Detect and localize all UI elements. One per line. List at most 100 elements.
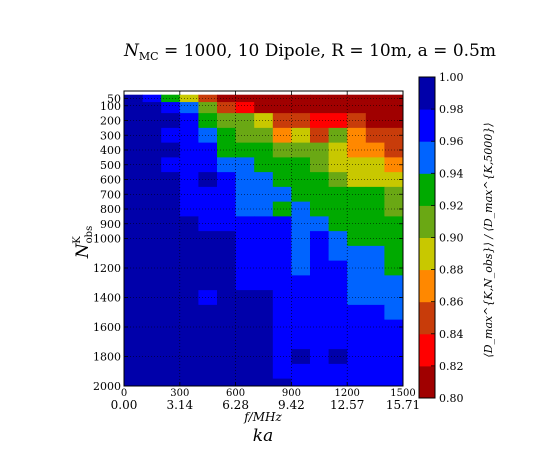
heat-cell bbox=[235, 102, 255, 114]
heat-cell bbox=[124, 304, 143, 321]
heat-cell bbox=[254, 172, 274, 188]
heat-cell bbox=[254, 127, 274, 144]
x-tick-label-secondary: 0.00 bbox=[111, 398, 138, 412]
heat-cell bbox=[272, 260, 292, 276]
heat-cell bbox=[291, 319, 311, 335]
heat-cell bbox=[365, 201, 385, 217]
y-tick-label: 500 bbox=[100, 159, 121, 172]
heat-cell bbox=[365, 245, 385, 262]
heat-cell bbox=[365, 290, 385, 306]
heat-cell bbox=[328, 201, 348, 217]
heat-cell bbox=[347, 201, 367, 217]
colorbar-tick-label: 0.96 bbox=[439, 135, 464, 148]
heat-cell bbox=[365, 304, 385, 321]
heat-cell bbox=[384, 319, 404, 335]
heat-cell bbox=[254, 216, 274, 232]
colorbar-band bbox=[419, 365, 435, 399]
heat-cell bbox=[384, 290, 404, 306]
heat-cell bbox=[161, 349, 181, 365]
heat-cell bbox=[254, 290, 274, 306]
heat-cell bbox=[254, 304, 274, 321]
heat-cell bbox=[142, 201, 162, 217]
heat-cell bbox=[365, 378, 385, 387]
colorbar-tick-label: 0.80 bbox=[439, 392, 464, 405]
heat-cell bbox=[235, 94, 255, 103]
heat-cell bbox=[384, 201, 404, 217]
y-tick-label: 1800 bbox=[93, 351, 121, 364]
heat-cell bbox=[328, 349, 348, 365]
heat-cell bbox=[235, 349, 255, 365]
heat-cell bbox=[291, 363, 311, 380]
colorbar-band bbox=[419, 141, 435, 174]
heat-cell bbox=[179, 102, 199, 114]
heat-cell bbox=[124, 378, 143, 387]
heat-cell bbox=[179, 172, 199, 188]
heat-cell bbox=[217, 334, 236, 350]
heat-cell bbox=[347, 319, 367, 335]
colorbar-label: ⟨D_max^{K,N_obs}⟩ / ⟨D_max^{K,5000}⟩ bbox=[482, 122, 495, 357]
heat-cell bbox=[272, 157, 292, 173]
heat-cell bbox=[328, 172, 348, 188]
heat-cell bbox=[384, 334, 404, 350]
heat-cell bbox=[198, 102, 218, 114]
heat-cell bbox=[384, 378, 404, 387]
heat-cell bbox=[347, 157, 367, 173]
heat-cell bbox=[161, 334, 181, 350]
heat-cell bbox=[254, 142, 274, 158]
heat-cell bbox=[384, 113, 404, 129]
colorbar-tick-label: 0.90 bbox=[439, 232, 464, 245]
heat-cell bbox=[328, 231, 348, 247]
heat-cell bbox=[198, 245, 218, 262]
heat-cell bbox=[142, 94, 162, 103]
heat-cell bbox=[161, 113, 181, 129]
y-tick-label: 700 bbox=[100, 188, 121, 201]
heat-cell bbox=[384, 304, 404, 321]
heat-cell bbox=[291, 231, 311, 247]
heat-cell bbox=[161, 186, 181, 203]
heat-cell bbox=[161, 319, 181, 335]
heat-cell bbox=[217, 363, 236, 380]
heat-cell bbox=[217, 304, 236, 321]
x-tick-label-secondary: 6.28 bbox=[222, 398, 249, 412]
heat-cell bbox=[347, 275, 367, 291]
colorbar-band bbox=[419, 77, 435, 110]
heat-cell bbox=[198, 363, 218, 380]
x-tick-label: 1500 bbox=[390, 388, 415, 399]
heat-cell bbox=[291, 102, 311, 114]
heat-cell bbox=[179, 201, 199, 217]
heat-cell bbox=[384, 275, 404, 291]
heat-cell bbox=[291, 290, 311, 306]
heat-cell bbox=[347, 334, 367, 350]
heat-cell bbox=[235, 245, 255, 262]
heat-cell bbox=[254, 231, 274, 247]
heat-cell bbox=[142, 319, 162, 335]
heat-cell bbox=[235, 304, 255, 321]
heat-cell bbox=[328, 157, 348, 173]
heat-cell bbox=[254, 378, 274, 387]
heat-cell bbox=[198, 216, 218, 232]
heat-cell bbox=[124, 102, 143, 114]
heat-cell bbox=[142, 378, 162, 387]
x-tick-label: 300 bbox=[170, 388, 189, 399]
heat-cell bbox=[328, 275, 348, 291]
heat-cell bbox=[161, 378, 181, 387]
heat-cell bbox=[347, 172, 367, 188]
heat-cell bbox=[254, 102, 274, 114]
x-tick-label-secondary: 3.14 bbox=[166, 398, 193, 412]
heat-cell bbox=[142, 245, 162, 262]
heat-cell bbox=[365, 102, 385, 114]
heat-cell bbox=[179, 363, 199, 380]
heat-cell bbox=[142, 102, 162, 114]
heat-cell bbox=[365, 172, 385, 188]
y-tick-label: 800 bbox=[100, 203, 121, 216]
heat-cell bbox=[272, 201, 292, 217]
heat-cell bbox=[365, 127, 385, 144]
heat-cell bbox=[347, 363, 367, 380]
heat-cell bbox=[254, 113, 274, 129]
heat-cell bbox=[384, 186, 404, 203]
heat-cell bbox=[161, 94, 181, 103]
heat-cell bbox=[347, 113, 367, 129]
heat-cell bbox=[198, 201, 218, 217]
heat-cell bbox=[365, 142, 385, 158]
